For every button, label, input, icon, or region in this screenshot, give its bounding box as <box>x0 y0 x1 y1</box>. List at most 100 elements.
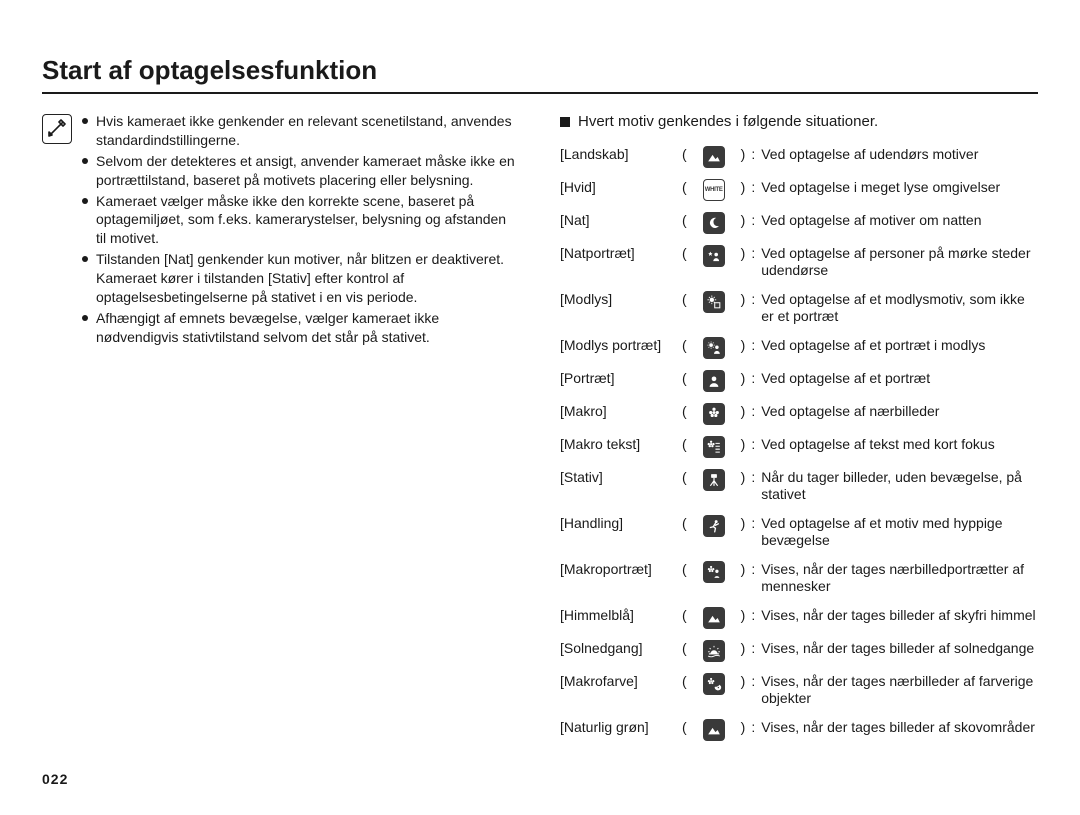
scene-row: [Portræt]():Ved optagelse af et portræt <box>560 370 1038 392</box>
scene-description: :Ved optagelse af nærbilleder <box>749 403 1038 421</box>
scene-description-text: Ved optagelse af et portræt i modlys <box>761 337 985 355</box>
left-column: Hvis kameraet ikke genkender en relevant… <box>42 112 520 752</box>
backlight-icon <box>703 291 725 313</box>
colon: : <box>749 212 761 230</box>
scene-description: :Ved optagelse af personer på mørke sted… <box>749 245 1038 280</box>
open-paren: ( <box>678 561 691 579</box>
white-icon: WHITE <box>703 179 725 201</box>
scene-label: [Handling] <box>560 515 678 533</box>
colon: : <box>749 370 761 388</box>
scene-icon-wrap <box>691 370 737 392</box>
sunset-icon <box>703 640 725 662</box>
scene-label: [Makro] <box>560 403 678 421</box>
scene-description-text: Ved optagelse af personer på mørke stede… <box>761 245 1038 280</box>
scene-description: :Når du tager billeder, uden bevægelse, … <box>749 469 1038 504</box>
bluesky-icon <box>703 607 725 629</box>
open-paren: ( <box>678 403 691 421</box>
open-paren: ( <box>678 469 691 487</box>
scene-label: [Nat] <box>560 212 678 230</box>
scene-row: [Landskab]():Ved optagelse af udendørs m… <box>560 146 1038 168</box>
scene-heading-text: Hvert motiv genkendes i følgende situati… <box>578 112 878 132</box>
scene-label: [Stativ] <box>560 469 678 487</box>
macro-icon <box>703 403 725 425</box>
scene-description-text: Ved optagelse i meget lyse omgivelser <box>761 179 1000 197</box>
scene-icon-wrap <box>691 561 737 583</box>
scene-label: [Naturlig grøn] <box>560 719 678 737</box>
scene-icon-wrap <box>691 673 737 695</box>
scene-description-text: Vises, når der tages billeder af skovomr… <box>761 719 1035 737</box>
scene-description-text: Ved optagelse af nærbilleder <box>761 403 939 421</box>
scene-description: :Ved optagelse i meget lyse omgivelser <box>749 179 1038 197</box>
scene-label: [Makrofarve] <box>560 673 678 691</box>
colon: : <box>749 561 761 596</box>
scene-icon-wrap <box>691 719 737 741</box>
scene-row: [Makrofarve]():Vises, når der tages nærb… <box>560 673 1038 708</box>
close-paren: ) <box>737 179 750 197</box>
open-paren: ( <box>678 607 691 625</box>
scene-label: [Portræt] <box>560 370 678 388</box>
close-paren: ) <box>737 719 750 737</box>
open-paren: ( <box>678 640 691 658</box>
close-paren: ) <box>737 291 750 309</box>
scene-icon-wrap <box>691 607 737 629</box>
scene-description: :Ved optagelse af tekst med kort fokus <box>749 436 1038 454</box>
close-paren: ) <box>737 146 750 164</box>
scene-row: [Hvid](WHITE):Ved optagelse i meget lyse… <box>560 179 1038 201</box>
scene-icon-wrap <box>691 212 737 234</box>
colon: : <box>749 436 761 454</box>
scene-description: :Ved optagelse af et portræt i modlys <box>749 337 1038 355</box>
scene-description: :Vises, når der tages billeder af solned… <box>749 640 1038 658</box>
scene-description: :Ved optagelse af et motiv med hyppige b… <box>749 515 1038 550</box>
macro-portrait-icon <box>703 561 725 583</box>
scene-icon-wrap: WHITE <box>691 179 737 201</box>
colon: : <box>749 337 761 355</box>
close-paren: ) <box>737 337 750 355</box>
close-paren: ) <box>737 370 750 388</box>
note-bullets: Hvis kameraet ikke genkender en relevant… <box>82 112 520 349</box>
scene-label: [Himmelblå] <box>560 607 678 625</box>
close-paren: ) <box>737 640 750 658</box>
page: Start af optagelsesfunktion Hvis kamerae… <box>0 0 1080 815</box>
scene-row: [Nat]():Ved optagelse af motiver om natt… <box>560 212 1038 234</box>
colon: : <box>749 719 761 737</box>
scene-description-text: Vises, når der tages nærbilleder af farv… <box>761 673 1038 708</box>
open-paren: ( <box>678 719 691 737</box>
note-bullet: Selvom der detekteres et ansigt, anvende… <box>82 152 520 190</box>
open-paren: ( <box>678 245 691 263</box>
macro-text-icon <box>703 436 725 458</box>
open-paren: ( <box>678 212 691 230</box>
scene-icon-wrap <box>691 245 737 267</box>
portrait-icon <box>703 370 725 392</box>
scene-description-text: Ved optagelse af tekst med kort fokus <box>761 436 994 454</box>
scene-description: :Vises, når der tages nærbilledportrætte… <box>749 561 1038 596</box>
close-paren: ) <box>737 212 750 230</box>
scene-description-text: Vises, når der tages billeder af solnedg… <box>761 640 1034 658</box>
close-paren: ) <box>737 436 750 454</box>
night-icon <box>703 212 725 234</box>
open-paren: ( <box>678 515 691 533</box>
right-column: Hvert motiv genkendes i følgende situati… <box>560 112 1038 752</box>
open-paren: ( <box>678 370 691 388</box>
scene-row: [Makro tekst]():Ved optagelse af tekst m… <box>560 436 1038 458</box>
scene-icon-wrap <box>691 469 737 491</box>
scene-icon-wrap <box>691 436 737 458</box>
colon: : <box>749 403 761 421</box>
colon: : <box>749 640 761 658</box>
colon: : <box>749 673 761 708</box>
open-paren: ( <box>678 291 691 309</box>
close-paren: ) <box>737 561 750 579</box>
scene-icon-wrap <box>691 337 737 359</box>
scene-label: [Modlys] <box>560 291 678 309</box>
scene-description: :Ved optagelse af et modlysmotiv, som ik… <box>749 291 1038 326</box>
colon: : <box>749 607 761 625</box>
note-bullet: Afhængigt af emnets bevægelse, vælger ka… <box>82 309 520 347</box>
scene-label: [Makroportræt] <box>560 561 678 579</box>
close-paren: ) <box>737 673 750 691</box>
scene-label: [Makro tekst] <box>560 436 678 454</box>
scene-label: [Landskab] <box>560 146 678 164</box>
open-paren: ( <box>678 436 691 454</box>
landscape-icon <box>703 146 725 168</box>
scene-label: [Solnedgang] <box>560 640 678 658</box>
scene-row: [Natportræt]():Ved optagelse af personer… <box>560 245 1038 280</box>
colon: : <box>749 291 761 326</box>
